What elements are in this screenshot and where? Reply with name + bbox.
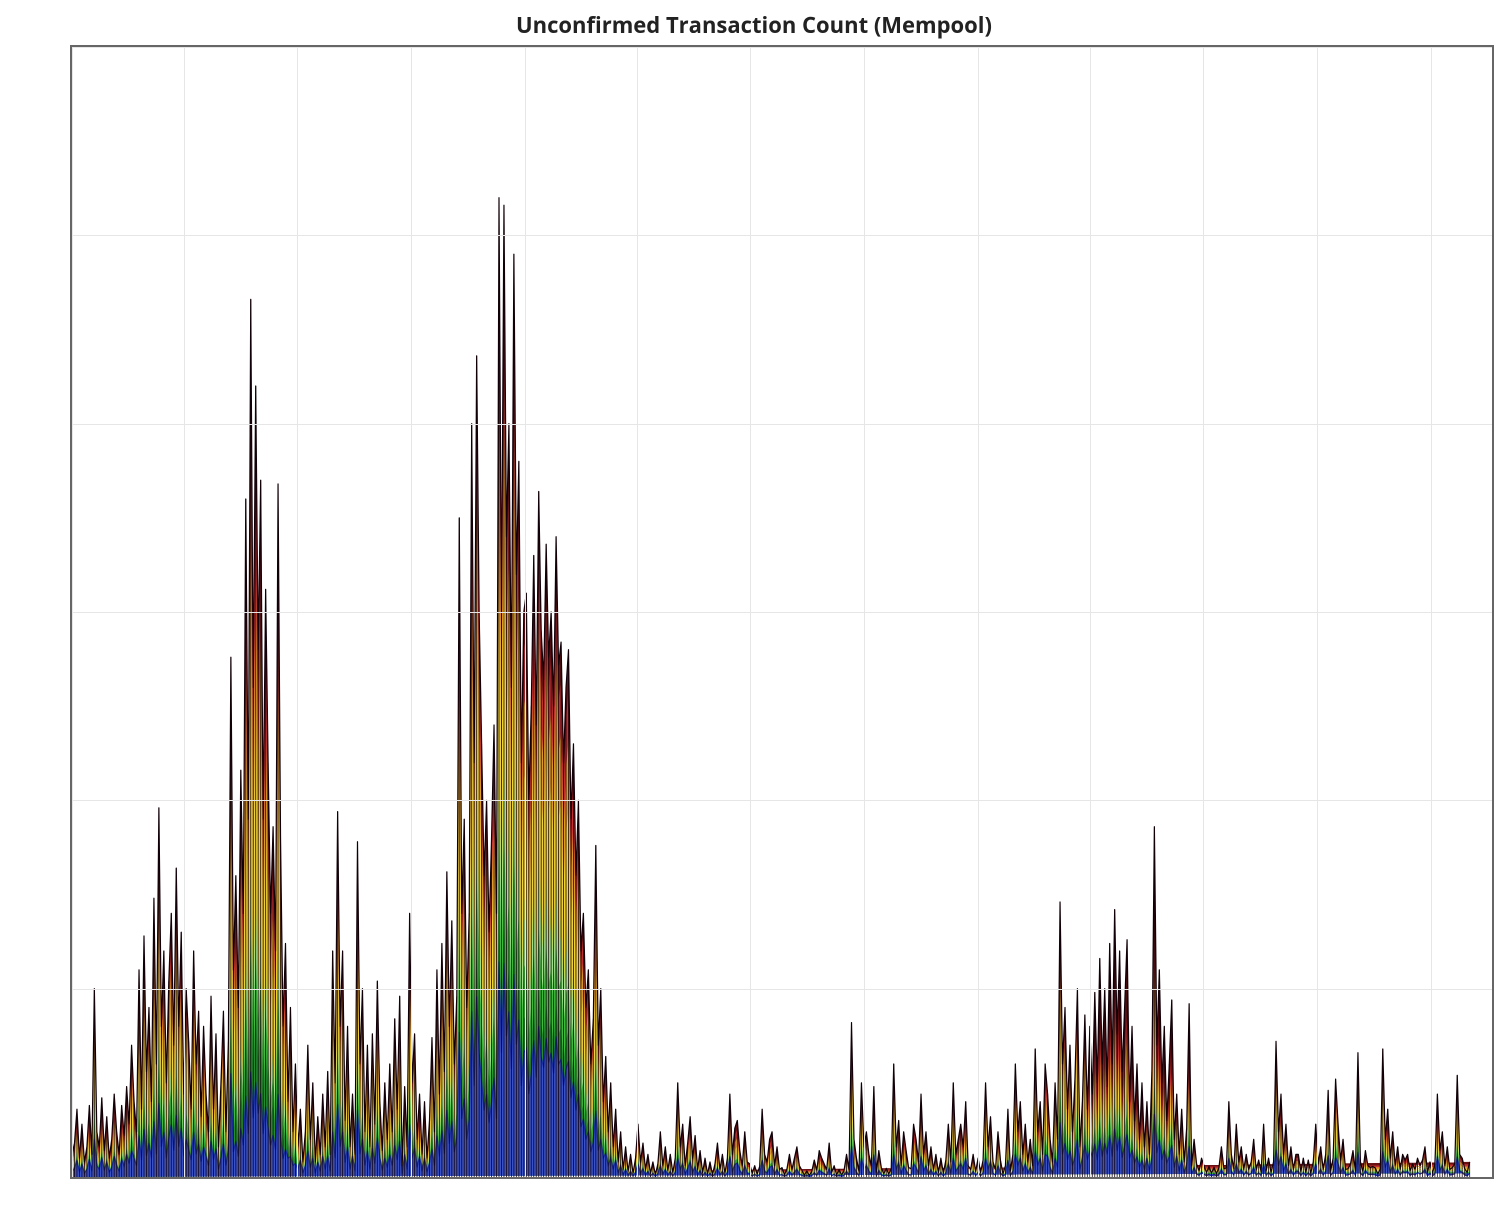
gridline-h [72, 989, 1492, 990]
gridline-h [72, 235, 1492, 236]
gridline-v [184, 47, 185, 1177]
x-tick-label: Jul 2019 [1177, 1177, 1229, 1179]
x-tick-label: Jan 2020 [1403, 1177, 1459, 1179]
gridline-v [1203, 47, 1204, 1177]
x-tick-label: Jul 2018 [724, 1177, 776, 1179]
x-tick-label: Oct 2019 [1288, 1177, 1346, 1179]
x-tick-label: Apr 2017 [154, 1177, 213, 1179]
x-tick-label: Jul 2017 [271, 1177, 323, 1179]
plot-area: 050000100000150000200000250000300000Jan … [70, 45, 1494, 1179]
gridline-h [72, 1177, 1492, 1178]
x-tick-label: Jan 2018 [497, 1177, 553, 1179]
gridline-v [750, 47, 751, 1177]
x-tick-label: Jan 2017 [70, 1177, 100, 1179]
gridline-v [864, 47, 865, 1177]
gridline-h [72, 47, 1492, 48]
layer-yellow [72, 491, 1470, 1177]
gridline-v [1090, 47, 1091, 1177]
gridline-v [1317, 47, 1318, 1177]
gridline-v [978, 47, 979, 1177]
gridline-v [297, 47, 298, 1177]
gridline-h [72, 800, 1492, 801]
gridline-h [72, 612, 1492, 613]
x-tick-label: Jan 2019 [950, 1177, 1006, 1179]
x-tick-label: Oct 2018 [835, 1177, 893, 1179]
x-tick-label: Apr 2018 [607, 1177, 666, 1179]
chart-container: Unconfirmed Transaction Count (Mempool) … [0, 0, 1508, 1218]
chart-title: Unconfirmed Transaction Count (Mempool) [0, 10, 1508, 40]
gridline-v [411, 47, 412, 1177]
gridline-v [1431, 47, 1432, 1177]
gridline-h [72, 424, 1492, 425]
gridline-v [72, 47, 73, 1177]
gridline-v [525, 47, 526, 1177]
x-tick-label: Oct 2017 [382, 1177, 440, 1179]
gridline-v [637, 47, 638, 1177]
x-tick-label: Apr 2019 [1060, 1177, 1119, 1179]
